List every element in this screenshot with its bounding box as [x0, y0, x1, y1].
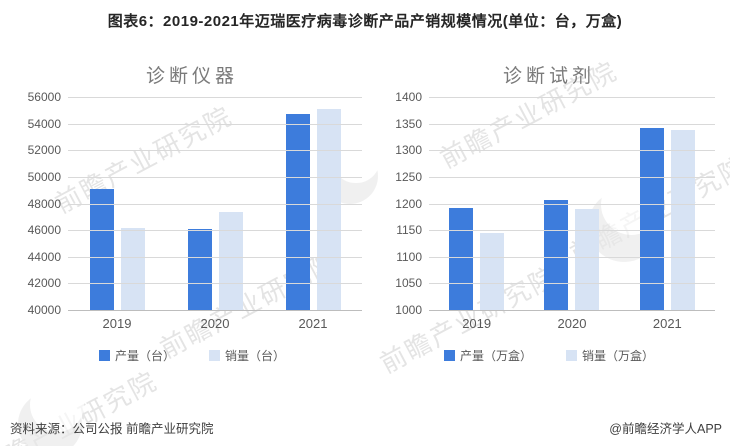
bar-group-2019 [89, 188, 145, 310]
y-axis-tick: 56000 [27, 90, 61, 104]
bar-group-2021 [639, 128, 695, 310]
x-axis-label: 2019 [102, 316, 132, 331]
bar-group-2019 [449, 207, 505, 310]
figure-title: 图表6：2019-2021年迈瑞医疗病毒诊断产品产销规模情况(单位：台，万盒) [107, 13, 623, 30]
gridline [429, 176, 715, 178]
gridline [68, 203, 362, 205]
gridline [429, 203, 715, 205]
y-axis-tick: 50000 [27, 169, 61, 184]
gridline [68, 283, 362, 285]
x-axis-label: 2020 [200, 316, 230, 331]
legend-swatch-icon [566, 350, 577, 361]
y-axis-tick: 42000 [27, 276, 61, 291]
legend-label: 销量（万盒） [582, 349, 655, 363]
legend-label: 产量（台） [114, 349, 175, 363]
bar-group-2021 [285, 109, 341, 310]
legend-item: 销量（台） [209, 347, 285, 364]
legend-swatch-icon [443, 350, 455, 361]
y-axis-tick: 1350 [395, 116, 422, 131]
y-axis-tick: 54000 [27, 116, 61, 131]
bar-2020-产量（万盒） [544, 200, 569, 310]
bar-2019-销量（台） [120, 227, 145, 310]
bar-2021-销量（台） [316, 109, 341, 310]
bar-2021-产量（台） [285, 114, 310, 310]
y-axis-tick: 1300 [395, 143, 422, 158]
plot-area [429, 97, 715, 311]
plot-wrap: 56000 54000 52000 50000 48000 46000 44000 42000… [22, 90, 362, 317]
bar-2020-销量（万盒） [575, 208, 600, 310]
legend-item: 销量（万盒） [566, 347, 654, 364]
y-axis-tick: 1100 [396, 249, 422, 264]
gridline [429, 283, 715, 285]
source-note: 资料来源：公司公报 前瞻产业研究院 [10, 422, 214, 436]
gridline [429, 123, 715, 125]
gridline [429, 150, 715, 152]
x-axis-labels: 2019 2020 2021 [68, 316, 362, 331]
footer: 资料来源：公司公报 前瞻产业研究院 @前瞻经济学人APP [10, 418, 722, 437]
y-axis-tick: 46000 [27, 223, 61, 238]
y-axis-tick: 1050 [395, 276, 422, 291]
bar-2020-产量（台） [187, 228, 212, 310]
bars-container [429, 97, 715, 310]
bar-2019-产量（台） [89, 188, 114, 310]
bar-2019-销量（万盒） [480, 232, 505, 310]
bar-group-2020 [544, 200, 600, 310]
y-axis: 1400 1350 1300 1250 1200 1150 1100 1050 1000 [383, 90, 429, 317]
chart-title: 诊断试剂 [502, 66, 595, 87]
bar-2021-销量（万盒） [670, 129, 695, 310]
y-axis-tick: 40000 [27, 303, 61, 317]
y-axis-tick: 1200 [395, 196, 422, 211]
y-axis-tick: 52000 [27, 143, 61, 158]
y-axis-tick: 1400 [395, 90, 422, 104]
x-axis-label: 2019 [462, 316, 492, 331]
gridline [68, 176, 362, 178]
x-axis-label: 2021 [652, 316, 682, 331]
legend-label: 销量（台） [225, 349, 286, 363]
gridline [68, 97, 362, 98]
y-axis-tick: 1150 [396, 223, 422, 238]
y-axis-tick: 44000 [27, 249, 61, 264]
gridline [68, 230, 362, 232]
bar-group-2020 [187, 211, 243, 310]
bar-2019-产量（万盒） [449, 207, 474, 310]
bars-container [68, 97, 362, 310]
chart-title: 诊断仪器 [145, 66, 238, 87]
y-axis: 56000 54000 52000 50000 48000 46000 44000 42000… [22, 90, 68, 317]
x-axis-labels: 2019 2020 2021 [429, 316, 715, 331]
bar-2020-销量（台） [218, 211, 243, 310]
legend-label: 产量（万盒） [459, 349, 532, 363]
y-axis-tick: 48000 [27, 196, 61, 211]
chart-legend: 产量（万盒） 销量（万盒） [383, 347, 715, 364]
gridline [68, 256, 362, 258]
legend-item: 产量（台） [98, 347, 175, 364]
y-axis-tick: 1000 [395, 303, 422, 317]
gridline [429, 256, 715, 258]
plot-area [68, 97, 362, 311]
bar-2021-产量（万盒） [639, 128, 664, 310]
y-axis-tick: 1250 [395, 169, 422, 184]
credit-note: @前瞻经济学人APP [609, 422, 722, 436]
gridline [68, 123, 362, 125]
gridline [68, 150, 362, 152]
gridline [429, 230, 715, 232]
gridline [429, 97, 715, 98]
legend-swatch-icon [98, 350, 110, 361]
plot-wrap: 1400 1350 1300 1250 1200 1150 1100 1050 1000 [383, 90, 715, 317]
x-axis-label: 2021 [298, 316, 328, 331]
chart-panel-instruments: 诊断仪器 56000 54000 52000 50000 48000 46000 44000… [22, 55, 362, 364]
chart-panel-reagents: 诊断试剂 1400 1350 1300 1250 1200 1150 1100 1050 100… [383, 55, 715, 364]
legend-swatch-icon [209, 350, 220, 361]
legend-item: 产量（万盒） [443, 347, 532, 364]
chart-legend: 产量（台） 销量（台） [22, 347, 362, 364]
x-axis-label: 2020 [557, 316, 587, 331]
